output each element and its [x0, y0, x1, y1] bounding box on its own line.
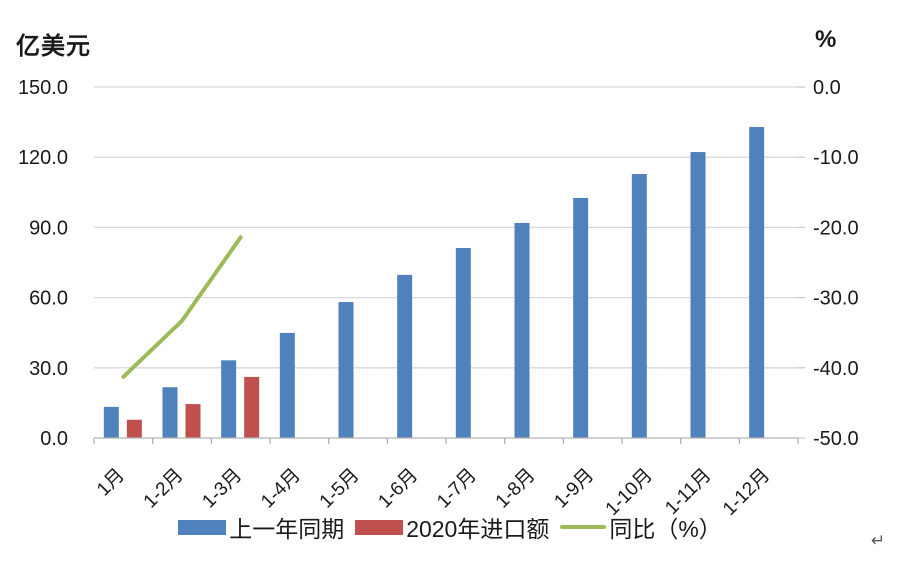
bar-series0-cat0	[103, 406, 119, 438]
legend: 上一年同期 2020年进口额 同比（%）	[0, 510, 900, 544]
legend-item-yoy-percent: 同比（%）	[560, 510, 722, 544]
bar-series0-cat5	[397, 274, 413, 438]
x-axis-category-label: 1-7月	[433, 465, 481, 513]
right-axis-tick-label: -10.0	[813, 147, 859, 169]
x-axis-category-label: 1-4月	[257, 465, 305, 513]
bar-series0-cat2	[221, 360, 237, 438]
x-axis-category-label: 1-2月	[140, 465, 188, 513]
bar-series0-cat7	[514, 222, 530, 438]
x-axis-category-label: 1-9月	[550, 465, 598, 513]
legend-swatch-blue-bar	[178, 519, 227, 535]
bar-series0-cat3	[279, 332, 295, 438]
bar-series0-cat8	[573, 197, 589, 438]
bar-series1-cat1	[185, 404, 201, 438]
left-axis-title: 亿美元	[16, 33, 91, 60]
legend-item-prev-year-period: 上一年同期	[178, 510, 344, 544]
bar-series1-cat2	[244, 376, 260, 438]
legend-item-2020-imports: 2020年进口额	[355, 510, 549, 544]
right-axis-tick-label: -50.0	[813, 428, 859, 450]
x-axis-category-label: 1-3月	[198, 465, 246, 513]
x-axis-category-label: 1月	[93, 465, 129, 501]
yoy-line	[121, 235, 243, 379]
legend-label: 2020年进口额	[406, 516, 550, 542]
legend-swatch-green-line	[560, 525, 607, 529]
right-axis-tick-label: -40.0	[813, 358, 859, 380]
left-axis-tick-label: 0.0	[40, 428, 68, 450]
left-axis-tick-label: 30.0	[29, 358, 68, 380]
bar-series1-cat0	[126, 419, 142, 438]
x-axis-category-label: 1-5月	[316, 465, 364, 513]
bar-series0-cat1	[162, 387, 178, 438]
right-axis-title: %	[815, 26, 838, 53]
bar-series0-cat10	[690, 152, 706, 438]
left-axis-tick-label: 60.0	[29, 288, 68, 310]
left-axis-tick-label: 120.0	[18, 147, 68, 169]
return-mark-icon: ↵	[871, 531, 886, 550]
right-axis-tick-label: 0.0	[813, 77, 841, 99]
x-axis-category-label: 1-8月	[492, 465, 540, 513]
legend-label: 同比（%）	[609, 516, 722, 542]
bar-series0-cat11	[749, 127, 765, 438]
bar-series0-cat6	[455, 247, 471, 438]
x-axis-category-label: 1-6月	[374, 465, 422, 513]
left-axis-tick-label: 90.0	[29, 217, 68, 239]
bar-series0-cat4	[338, 302, 354, 438]
right-axis-tick-label: -20.0	[813, 217, 859, 239]
right-axis-tick-label: -30.0	[813, 288, 859, 310]
bar-series0-cat9	[631, 174, 647, 438]
legend-label: 上一年同期	[229, 516, 345, 542]
legend-swatch-red-bar	[355, 519, 404, 535]
left-axis-tick-label: 150.0	[18, 77, 68, 99]
